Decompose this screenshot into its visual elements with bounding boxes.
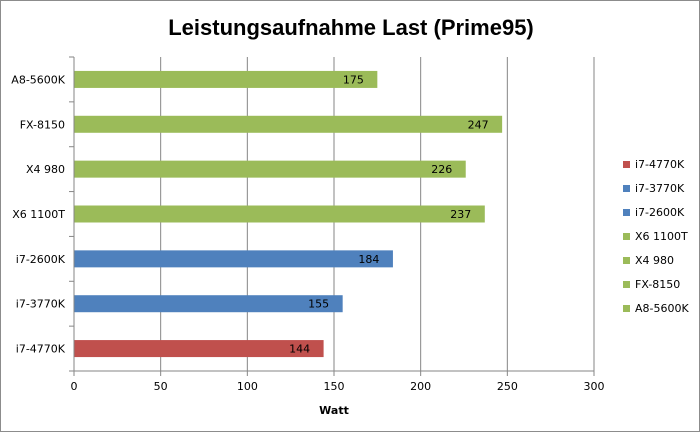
category-label-2: X4 980 [26,163,65,176]
legend-swatch-3 [623,233,630,240]
category-label-5: i7-3770K [16,298,66,311]
data-label-3: 237 [450,208,471,221]
legend-item-3: X6 1100T [635,230,688,243]
bar-0 [74,70,378,88]
legend-swatch-0 [623,161,630,168]
data-label-4: 184 [358,253,379,266]
bar-2 [74,160,466,178]
category-label-6: i7-4770K [16,343,66,356]
bar-4 [74,250,393,268]
x-tick-label-3: 150 [324,380,345,393]
legend-swatch-2 [623,209,630,216]
x-tick-label-1: 50 [154,380,168,393]
category-label-4: i7-2600K [16,253,66,266]
legend-item-1: i7-3770K [635,182,685,195]
bar-6 [74,340,324,358]
data-label-1: 247 [468,118,489,131]
legend-item-4: X4 980 [635,254,674,267]
plot-area: 0 50 100 150 200 250 300 175 A8-5600K 247 FX-8150 2… [11,56,605,393]
legend-swatch-4 [623,257,630,264]
legend-item-2: i7-2600K [635,206,685,219]
legend-swatch-6 [623,305,630,312]
legend-item-0: i7-4770K [635,158,685,171]
category-label-3: X6 1100T [12,208,65,221]
legend-item-6: A8-5600K [635,302,689,315]
x-tick-label-2: 100 [237,380,258,393]
x-tick-label-4: 200 [410,380,431,393]
data-label-6: 144 [289,343,310,356]
data-label-0: 175 [343,73,364,86]
legend-swatch-1 [623,185,630,192]
bar-1 [74,115,503,133]
bar-5 [74,295,343,313]
category-label-1: FX-8150 [20,118,65,131]
legend: i7-4770K i7-3770K i7-2600K X6 1100T X4 980 FX… [623,158,689,315]
x-tick-label-0: 0 [71,380,78,393]
x-tick-label-6: 300 [584,380,605,393]
legend-item-5: FX-8150 [635,278,680,291]
data-label-2: 226 [431,163,452,176]
data-label-5: 155 [308,298,329,311]
legend-swatch-5 [623,281,630,288]
chart-title: Leistungsaufnahme Last (Prime95) [168,15,534,40]
category-label-0: A8-5600K [11,73,65,86]
x-tick-label-5: 250 [497,380,518,393]
bar-3 [74,205,485,223]
x-axis-label: Watt [319,404,349,417]
